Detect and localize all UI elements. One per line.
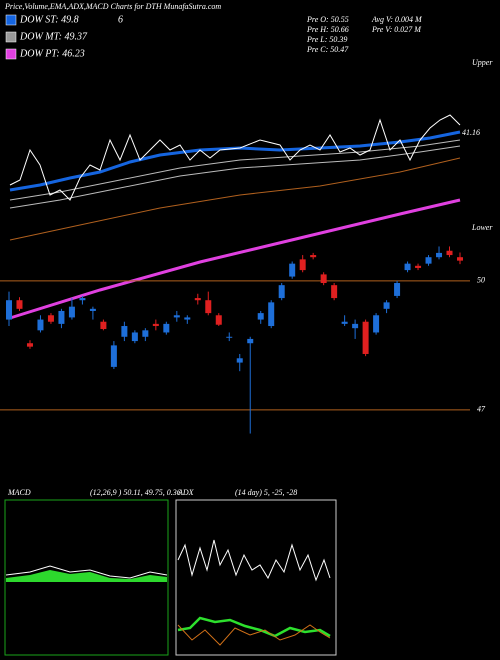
candle-body [205,300,212,314]
di-plus-line [177,616,331,638]
candle-body [446,250,453,256]
candle-body [310,255,317,258]
candle-body [37,319,44,331]
di-minus-line [177,624,331,646]
candle-body [163,323,170,333]
candle-body [16,300,23,309]
candle-body [373,315,380,333]
macd-values: (12,26,9 ) 50.11, 49.75, 0.36 [90,488,181,497]
macd-line [5,565,168,579]
candle-body [278,285,285,299]
adx-values: (14 day) 5, -25, -28 [235,488,297,497]
ema-line [9,157,461,241]
macd-name: MACD [7,488,31,497]
candle-body [58,310,65,324]
candle-body [184,317,191,320]
candle-body [110,345,117,367]
price-line [9,114,461,201]
candle-body [394,283,401,296]
candle-body [268,302,275,327]
stat: Pre V: 0.027 M [371,25,422,34]
candle-body [289,263,296,277]
candle-body [247,338,254,344]
candle-body [226,336,233,338]
stat: Avg V: 0.004 M [371,15,423,24]
upper-label: Upper [472,58,493,67]
legend-label: DOW MT: 49.37 [19,31,88,42]
candle-body [6,300,12,320]
legend-swatch [5,14,17,26]
candle-body [362,321,369,354]
y-tick-label: 47 [477,405,486,414]
candle-body [341,321,348,324]
lower-label: Lower [471,223,493,232]
chart-title: Price,Volume,EMA,ADX,MACD Charts for DTH… [4,2,221,11]
candle-body [415,265,422,268]
candle-body [173,315,180,318]
ema-line [9,139,461,201]
candle-body [152,323,159,327]
pt-line [9,198,461,320]
adx-line [177,539,331,582]
candle-body [47,315,54,322]
candle-body [26,343,33,347]
legend-swatch [5,31,17,43]
legend-note: 6 [118,14,123,25]
candle-body [425,257,432,264]
candle-body [383,302,390,309]
candle-body [79,298,86,301]
candle-body [436,252,443,258]
candle-body [121,326,128,337]
candle-body [257,313,264,320]
ema-label: 41.16 [462,128,480,137]
candle-body [131,332,138,342]
candle-body [299,259,306,271]
stat: Pre L: 50.39 [306,35,347,44]
candle-body [331,285,338,299]
candle-body [194,298,201,301]
adx-name: ADX [177,488,195,497]
candle-body [89,308,96,311]
stat: Pre O: 50.55 [306,15,349,24]
candle-body [142,330,149,337]
stat: Pre H: 50.66 [306,25,349,34]
legend-label: DOW PT: 46.23 [19,48,85,59]
candle-body [236,358,243,363]
candle-body [320,274,327,284]
candle-body [68,306,75,318]
candle-body [457,257,463,261]
macd-area [6,570,167,582]
candle-body [404,263,411,271]
ema-line [9,130,461,192]
ema-line [9,145,461,209]
candle-body [215,315,222,325]
stat: Pre C: 50.47 [306,45,349,54]
legend-swatch [5,48,17,60]
legend-label: DOW ST: 49.8 [19,14,79,25]
y-tick-label: 50 [477,276,485,285]
candle-body [352,323,359,329]
candle-body [100,321,107,330]
